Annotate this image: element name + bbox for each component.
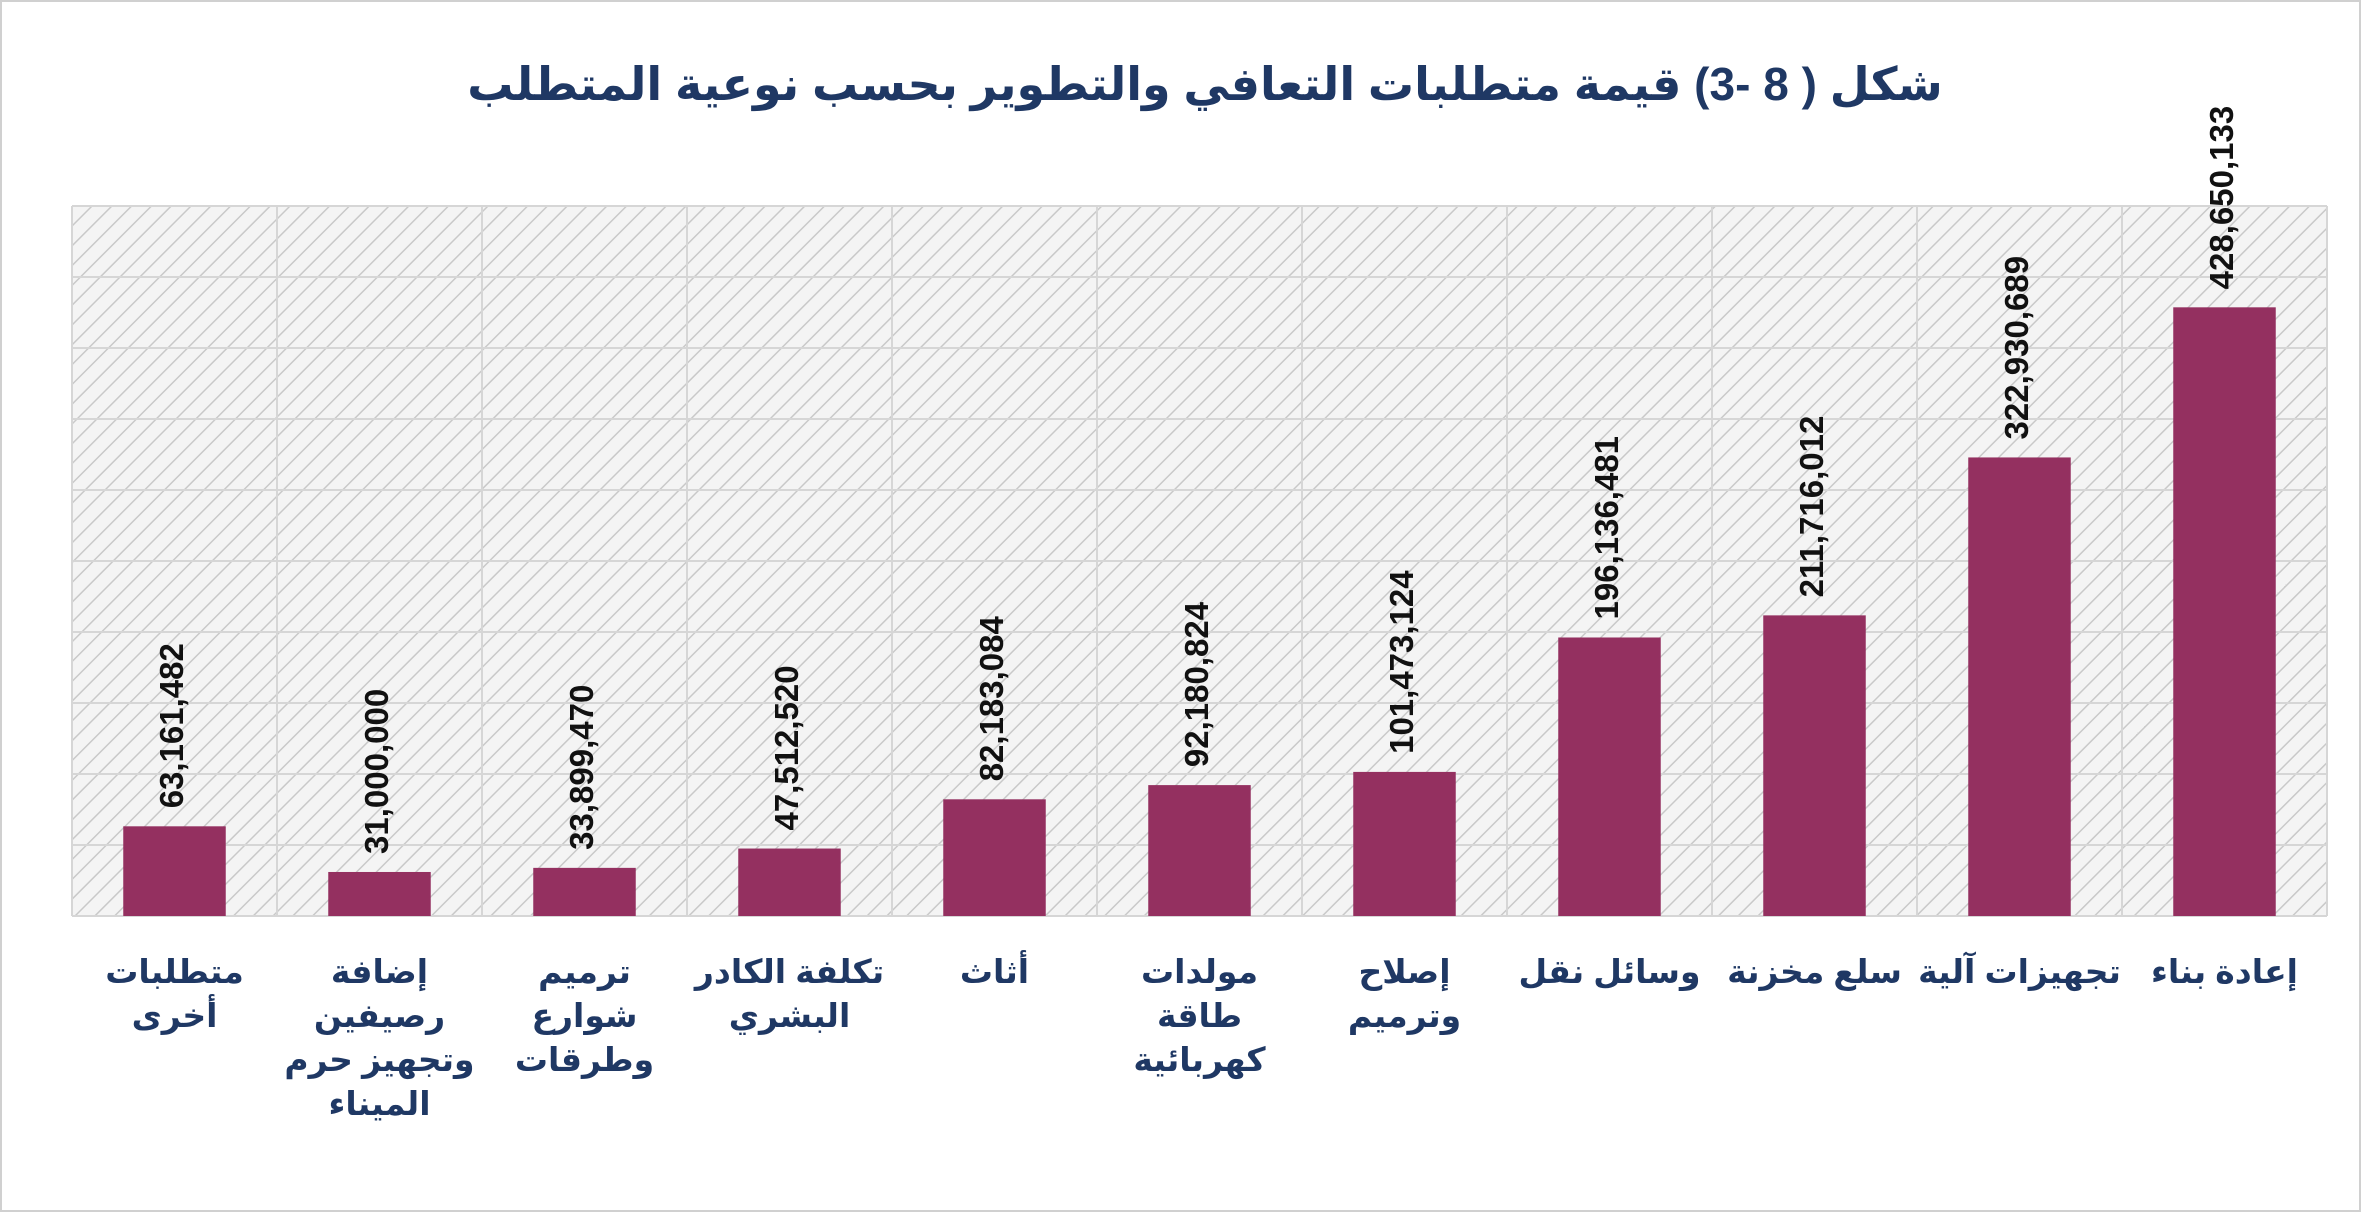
value-label: 101,473,124 [1383, 570, 1420, 754]
bar [1148, 785, 1251, 916]
chart-title: شكل ( 8 -3) قيمة متطلبات التعافي والتطوي… [467, 58, 1943, 111]
x-tick-label: إعادة بناء [2151, 953, 2298, 990]
x-tick-label: ترميم شوارع وطرقات [514, 953, 655, 1078]
value-label: 92,180,824 [1178, 601, 1215, 767]
value-label: 47,512,520 [768, 665, 805, 830]
x-tick-label: أثاث [959, 953, 1030, 990]
value-label: 63,161,482 [153, 643, 190, 808]
bar [1763, 615, 1866, 916]
x-tick-label: تجهيزات آلية [1918, 953, 2121, 990]
bar [943, 799, 1046, 916]
bar [738, 848, 841, 916]
value-label: 322,930,689 [1998, 256, 2035, 440]
bar [123, 826, 226, 916]
bar [328, 871, 431, 916]
bar [1558, 637, 1661, 916]
x-tick-label: متطلبات أخرى [105, 953, 244, 1034]
value-label: 82,183,084 [973, 615, 1010, 781]
x-tick-label: سلع مخزنة [1727, 953, 1902, 990]
value-label: 196,136,481 [1588, 436, 1625, 620]
value-label: 33,899,470 [563, 685, 600, 850]
x-tick-label: إصلاح وترميم [1347, 953, 1462, 1034]
x-tick-label: إضافة رصيفين وتجهيز حرم الميناء [284, 953, 475, 1122]
x-tick-label: تكلفة الكادر البشري [694, 953, 885, 1034]
bar [533, 867, 636, 916]
value-label: 31,000,000 [358, 689, 395, 854]
bar [1968, 457, 2071, 916]
value-label: 211,716,012 [1793, 416, 1830, 598]
value-label: 428,650,133 [2203, 106, 2240, 290]
x-tick-label: وسائل نقل [1518, 953, 1701, 990]
bar [2173, 307, 2276, 917]
x-tick-label: مولدات طاقة كهربائية [1133, 953, 1266, 1078]
bar [1353, 771, 1456, 916]
